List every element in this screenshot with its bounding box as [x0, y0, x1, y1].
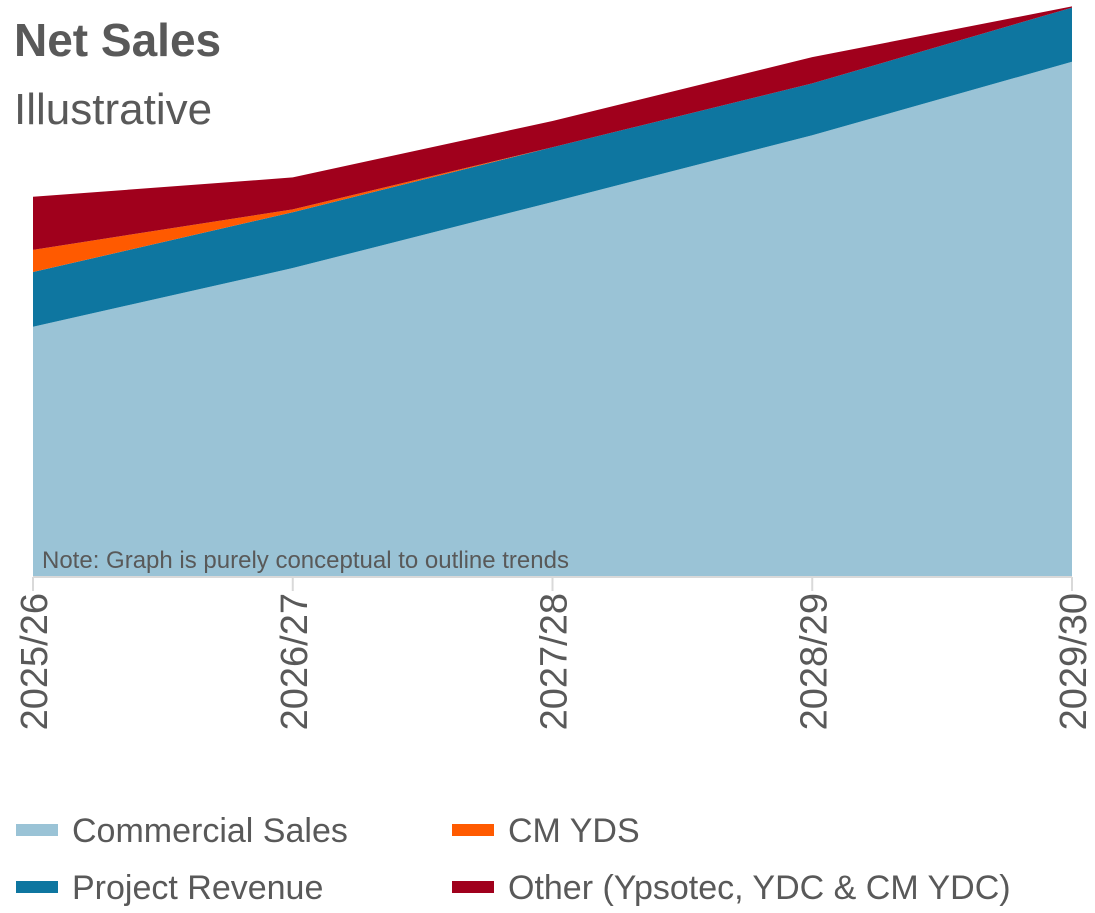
- legend-swatch: [16, 881, 58, 893]
- area: [33, 61, 1072, 578]
- legend-label: Other (Ypsotec, YDC & CM YDC): [508, 869, 1011, 907]
- area: [33, 7, 1072, 273]
- x-tick-label: 2025/26: [14, 593, 56, 730]
- chart-subtitle: Illustrative: [14, 85, 212, 134]
- legend-label: Commercial Sales: [72, 812, 348, 850]
- legend-label: CM YDS: [508, 812, 640, 850]
- legend-swatch: [16, 824, 58, 836]
- annotation: Note: Graph is purely conceptual to outl…: [42, 547, 569, 574]
- legend-swatch: [452, 824, 494, 836]
- legend-label: Project Revenue: [72, 869, 323, 907]
- x-tick-label: 2027/28: [534, 593, 576, 730]
- area: [33, 6, 1072, 250]
- area: [33, 7, 1072, 327]
- x-tick-label: 2026/27: [274, 593, 316, 730]
- legend-swatch: [452, 881, 494, 893]
- chart-title: Net Sales: [14, 14, 221, 66]
- x-tick-label: 2029/30: [1053, 593, 1095, 730]
- x-tick-label: 2028/29: [793, 593, 835, 730]
